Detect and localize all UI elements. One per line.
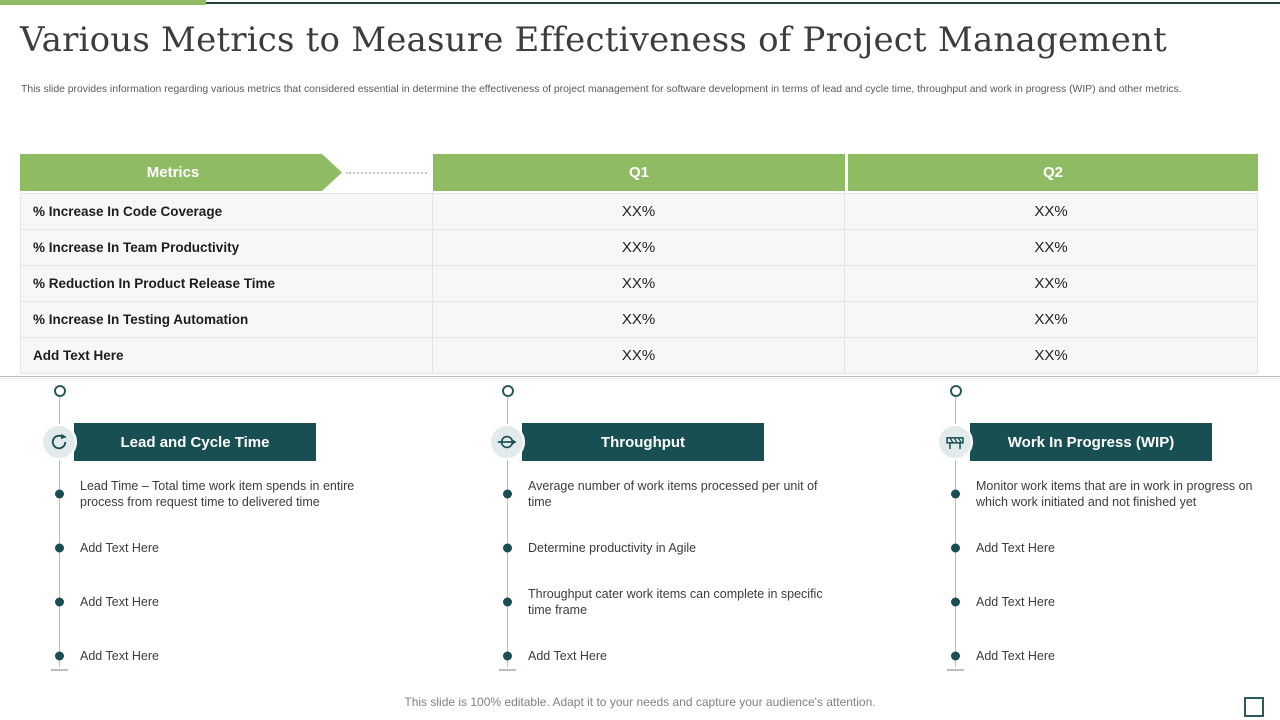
metric-cell: % Increase In Team Productivity bbox=[21, 230, 433, 266]
q1-value-cell: XX% bbox=[433, 230, 845, 266]
bullet-dot bbox=[951, 489, 960, 499]
metric-cell: % Increase In Testing Automation bbox=[21, 302, 433, 338]
section-header: Lead and Cycle Time bbox=[40, 423, 452, 461]
footer-note: This slide is 100% editable. Adapt it to… bbox=[404, 695, 876, 709]
timeline-end-cap bbox=[499, 669, 516, 671]
timeline-line bbox=[507, 397, 508, 667]
list-item: Add Text Here bbox=[488, 629, 900, 683]
section-title: Throughput bbox=[522, 423, 764, 461]
bullet-dot bbox=[951, 543, 960, 553]
q1-value-cell: XX% bbox=[433, 338, 845, 374]
section-divider-line bbox=[0, 376, 1280, 377]
timeline-end-cap bbox=[947, 669, 964, 671]
list-item: Add Text Here bbox=[40, 521, 452, 575]
table-row: % Increase In Code Coverage XX% XX% bbox=[21, 194, 1258, 230]
table-header-row: Metrics Q1 Q2 bbox=[20, 154, 1258, 191]
metrics-header-arrow: Metrics bbox=[20, 154, 342, 191]
list-item: Add Text Here bbox=[936, 629, 1280, 683]
bullet-list: Average number of work items processed p… bbox=[488, 467, 900, 683]
q2-value-cell: XX% bbox=[845, 302, 1258, 338]
q2-value-cell: XX% bbox=[845, 266, 1258, 302]
top-accent-bar bbox=[0, 0, 206, 5]
q1-value-cell: XX% bbox=[433, 302, 845, 338]
table-row: % Increase In Testing Automation XX% XX% bbox=[21, 302, 1258, 338]
corner-square-decoration bbox=[1244, 697, 1264, 717]
section-lead-and-cycle-time: Lead and Cycle Time Lead Time – Total ti… bbox=[40, 385, 452, 680]
bullet-dot bbox=[503, 597, 512, 607]
bullet-text: Determine productivity in Agile bbox=[528, 540, 697, 555]
list-item: Monitor work items that are in work in p… bbox=[936, 467, 1280, 521]
metric-cell: % Reduction In Product Release Time bbox=[21, 266, 433, 302]
bullet-text: Add Text Here bbox=[976, 540, 1055, 555]
timeline-start-circle bbox=[502, 385, 514, 397]
throughput-icon bbox=[489, 424, 525, 460]
bullet-text: Average number of work items processed p… bbox=[528, 478, 818, 510]
list-item: Add Text Here bbox=[40, 575, 452, 629]
q1-column-header: Q1 bbox=[433, 154, 845, 191]
list-item: Add Text Here bbox=[40, 629, 452, 683]
q2-value-cell: XX% bbox=[845, 230, 1258, 266]
bullet-text: Lead Time – Total time work item spends … bbox=[80, 478, 355, 510]
bullet-dot bbox=[503, 543, 512, 553]
list-item: Add Text Here bbox=[936, 521, 1280, 575]
timeline-line bbox=[59, 397, 60, 667]
bullet-dot bbox=[55, 651, 64, 661]
list-item: Determine productivity in Agile bbox=[488, 521, 900, 575]
bullet-list: Monitor work items that are in work in p… bbox=[936, 467, 1280, 683]
bullet-dot bbox=[55, 543, 64, 553]
table-row: % Reduction In Product Release Time XX% … bbox=[21, 266, 1258, 302]
metrics-table: Metrics Q1 Q2 % Increase In Code Coverag… bbox=[20, 154, 1258, 374]
bullet-text: Monitor work items that are in work in p… bbox=[976, 478, 1253, 510]
slide-subtitle: This slide provides information regardin… bbox=[21, 84, 1182, 95]
list-item: Throughput cater work items can complete… bbox=[488, 575, 900, 629]
list-item: Average number of work items processed p… bbox=[488, 467, 900, 521]
metric-cell: Add Text Here bbox=[21, 338, 433, 374]
section-title: Work In Progress (WIP) bbox=[970, 423, 1212, 461]
section-title: Lead and Cycle Time bbox=[74, 423, 316, 461]
list-item: Lead Time – Total time work item spends … bbox=[40, 467, 452, 521]
q2-value-cell: XX% bbox=[845, 194, 1258, 230]
wip-barrier-icon bbox=[937, 424, 973, 460]
bullet-text: Add Text Here bbox=[80, 594, 159, 609]
bullet-dot bbox=[503, 489, 512, 499]
top-divider-line bbox=[0, 2, 1280, 4]
metrics-header-cell: Metrics bbox=[20, 154, 433, 191]
q2-column-header: Q2 bbox=[848, 154, 1258, 191]
q1-value-cell: XX% bbox=[433, 194, 845, 230]
bullet-dot bbox=[951, 597, 960, 607]
page-title: Various Metrics to Measure Effectiveness… bbox=[20, 20, 1167, 60]
bullet-dot bbox=[55, 597, 64, 607]
section-header: Throughput bbox=[488, 423, 900, 461]
header-dotted-connector bbox=[346, 171, 427, 174]
cycle-icon bbox=[41, 424, 77, 460]
bullet-text: Add Text Here bbox=[80, 648, 159, 663]
timeline-start-circle bbox=[54, 385, 66, 397]
q1-value-cell: XX% bbox=[433, 266, 845, 302]
metric-cell: % Increase In Code Coverage bbox=[21, 194, 433, 230]
bullet-dot bbox=[503, 651, 512, 661]
table-row: % Increase In Team Productivity XX% XX% bbox=[21, 230, 1258, 266]
q2-value-cell: XX% bbox=[845, 338, 1258, 374]
list-item: Add Text Here bbox=[936, 575, 1280, 629]
section-throughput: Throughput Average number of work items … bbox=[488, 385, 900, 680]
timeline-start-circle bbox=[950, 385, 962, 397]
timeline-line bbox=[955, 397, 956, 667]
bullet-list: Lead Time – Total time work item spends … bbox=[40, 467, 452, 683]
bullet-text: Add Text Here bbox=[80, 540, 159, 555]
section-header: Work In Progress (WIP) bbox=[936, 423, 1280, 461]
section-work-in-progress: Work In Progress (WIP) Monitor work item… bbox=[936, 385, 1280, 680]
table-row: Add Text Here XX% XX% bbox=[21, 338, 1258, 374]
timeline-end-cap bbox=[51, 669, 68, 671]
bullet-text: Throughput cater work items can complete… bbox=[528, 586, 823, 618]
bullet-dot bbox=[951, 651, 960, 661]
bullet-text: Add Text Here bbox=[976, 648, 1055, 663]
bullet-dot bbox=[55, 489, 64, 499]
bullet-text: Add Text Here bbox=[528, 648, 607, 663]
bullet-text: Add Text Here bbox=[976, 594, 1055, 609]
table-body: % Increase In Code Coverage XX% XX% % In… bbox=[20, 193, 1258, 374]
